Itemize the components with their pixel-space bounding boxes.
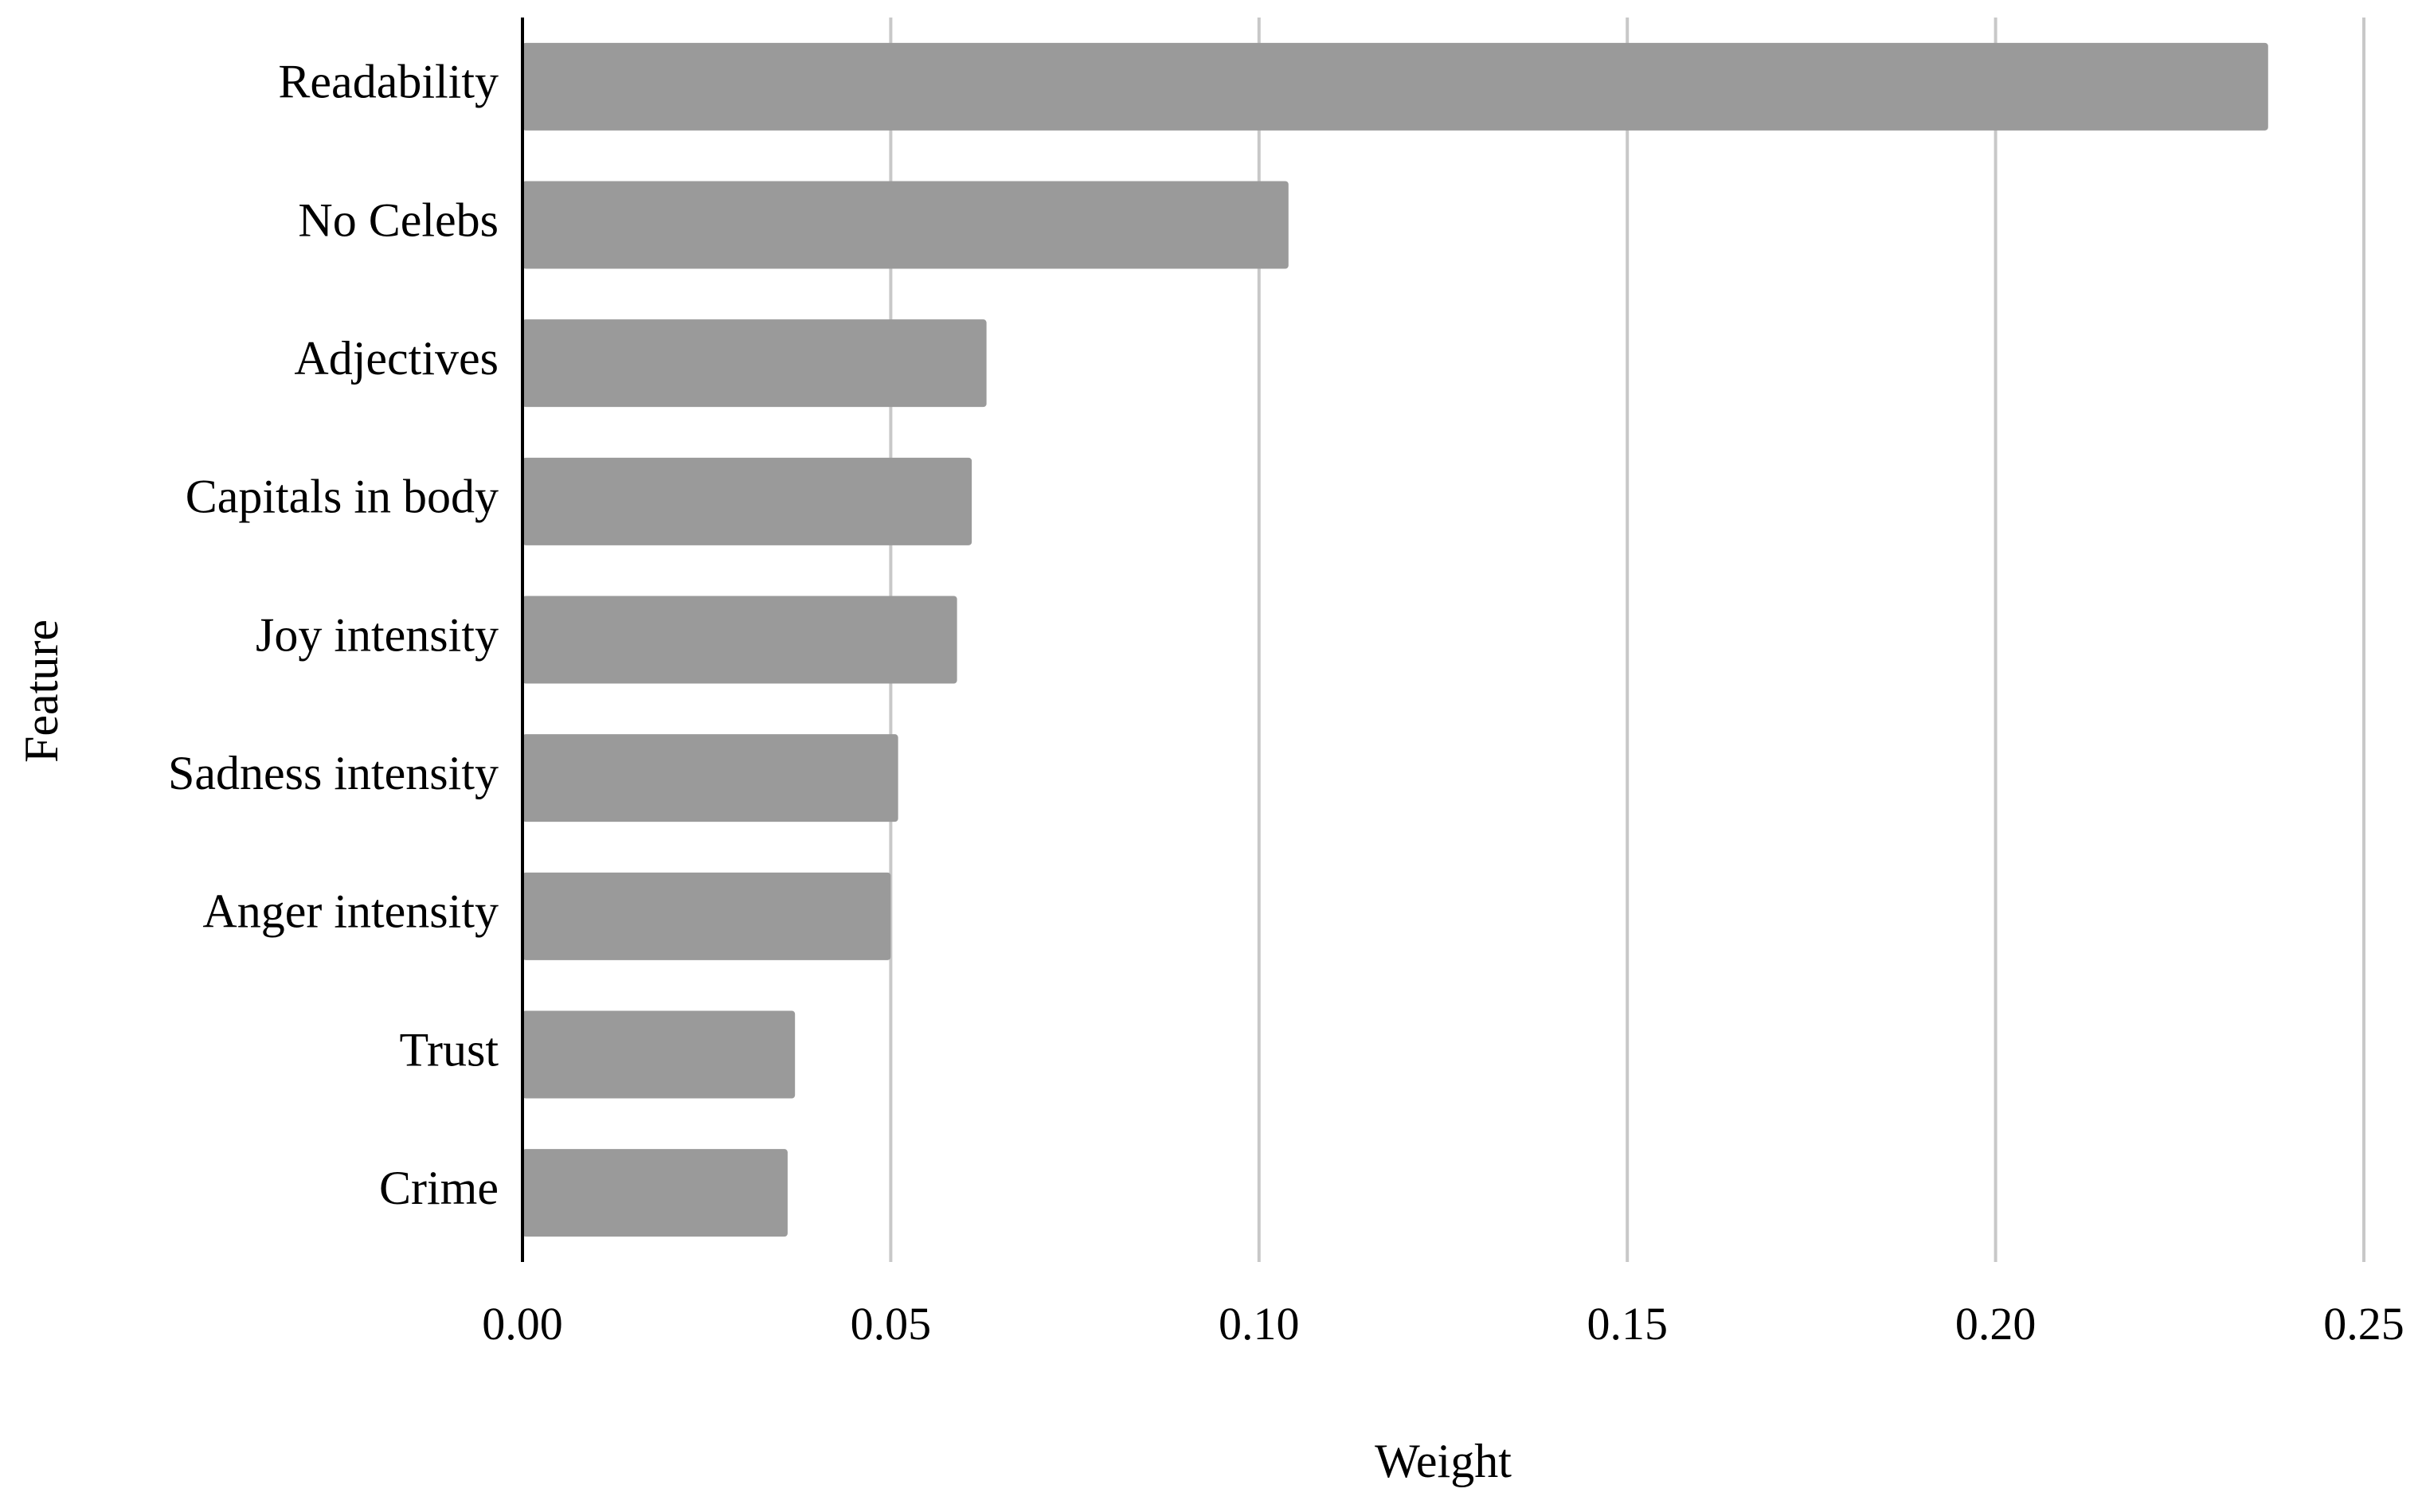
bar bbox=[522, 734, 898, 822]
category-label: Crime bbox=[379, 1162, 499, 1214]
x-tick-label: 0.05 bbox=[851, 1298, 932, 1350]
x-axis-title: Weight bbox=[1375, 1435, 1512, 1487]
y-axis-title: Feature bbox=[15, 619, 68, 763]
x-tick-label: 0.00 bbox=[482, 1298, 563, 1350]
category-label: Anger intensity bbox=[202, 885, 499, 938]
category-label: Readability bbox=[278, 56, 499, 108]
category-label: No Celebs bbox=[298, 193, 499, 246]
bar bbox=[522, 872, 891, 960]
category-label: Sadness intensity bbox=[168, 747, 499, 799]
bar bbox=[522, 596, 957, 684]
x-tick-label: 0.10 bbox=[1219, 1298, 1300, 1350]
category-label: Adjectives bbox=[294, 332, 499, 385]
x-tick-label: 0.25 bbox=[2323, 1298, 2404, 1350]
category-label: Joy intensity bbox=[256, 608, 499, 661]
category-label: Trust bbox=[399, 1023, 499, 1076]
bar bbox=[522, 42, 2268, 131]
category-label: Capitals in body bbox=[186, 471, 499, 523]
bar bbox=[522, 1149, 788, 1237]
x-tick-label: 0.20 bbox=[1955, 1298, 2037, 1350]
category-labels: Readability No Celebs Adjectives Capitals i… bbox=[168, 56, 499, 1214]
bar bbox=[522, 181, 1289, 269]
bars bbox=[522, 42, 2268, 1237]
bar bbox=[522, 457, 972, 545]
x-tick-label: 0.15 bbox=[1587, 1298, 1668, 1350]
bar bbox=[522, 319, 987, 408]
x-tick-labels: 0.00 0.05 0.10 0.15 0.20 0.25 bbox=[482, 1298, 2404, 1350]
bar bbox=[522, 1010, 796, 1099]
